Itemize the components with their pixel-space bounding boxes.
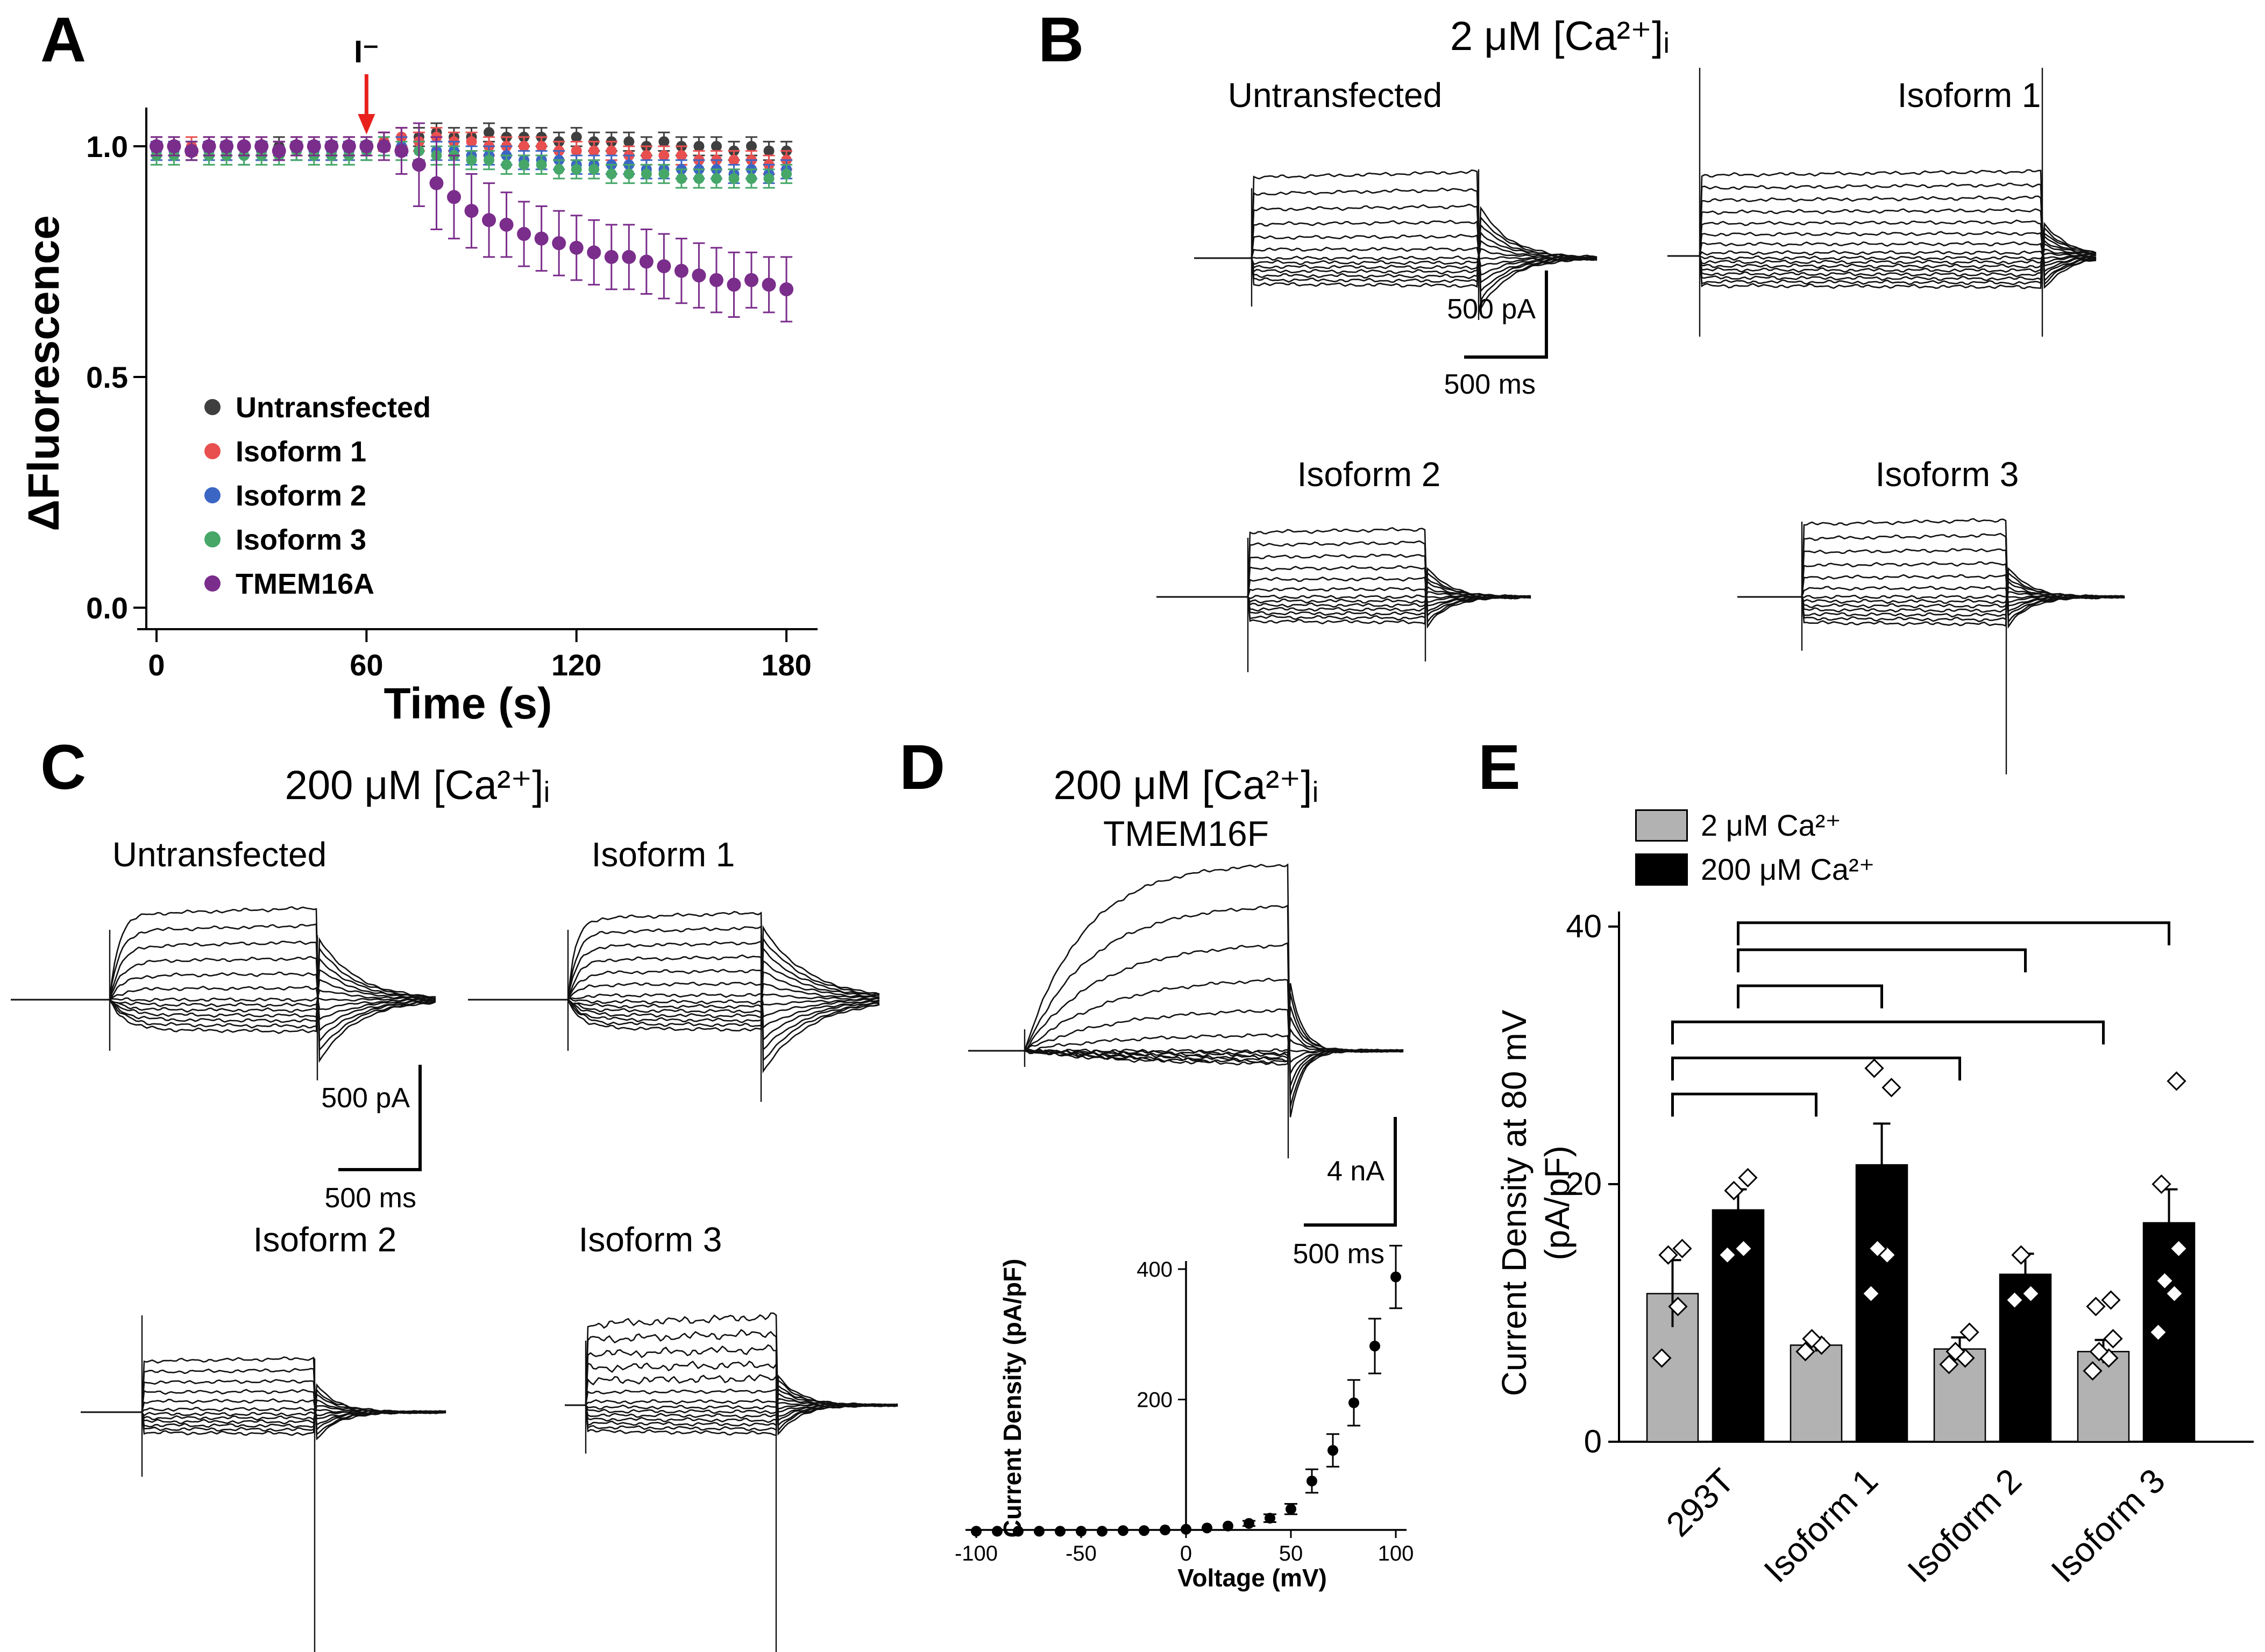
panel-e-y-axis-label-line1: Current Density at 80 mV [1495,1009,1533,1397]
svg-text:60: 60 [350,648,383,682]
svg-text:200: 200 [1137,1388,1173,1412]
panel-b-label: B [1038,4,1084,75]
scalebar-d-current-label: 4 nA [1327,1156,1384,1187]
scalebar-c-current-label: 500 pA [321,1083,410,1114]
panel-d-label: D [899,732,946,803]
svg-text:-50: -50 [1066,1542,1097,1565]
traces-b-untransfected [1194,169,1597,320]
panel-e-label: E [1478,732,1521,803]
svg-text:I⁻: I⁻ [354,34,379,69]
scalebar-b-vertical [1545,270,1548,359]
legend-swatch-200uM [1635,853,1688,886]
scalebar-b-time-label: 500 ms [1444,369,1536,400]
scalebar-c-horizontal [338,1168,422,1171]
trace-label-b-isoform3: Isoform 3 [1875,455,2019,494]
panel-c-label: C [40,732,87,803]
trace-label-b-untransfected: Untransfected [1227,76,1443,115]
iv-plot: -100 -50 0 50 100 200 400 Voltage (mV) Current D… [955,1244,1414,1592]
scalebar-b-current-label: 500 pA [1447,294,1536,325]
svg-text:TMEM16A: TMEM16A [236,568,374,600]
e-legend-row-high-ca: 200 μM Ca²⁺ [1635,852,1875,887]
svg-text:100: 100 [1378,1542,1414,1565]
svg-text:Isoform 3: Isoform 3 [236,524,366,556]
svg-text:Voltage (mV): Voltage (mV) [1177,1564,1327,1592]
traces-b-isoform1 [1667,68,2097,337]
svg-text:293T: 293T [1659,1461,1742,1544]
traces-c-isoform1 [468,910,880,1102]
svg-text:Isoform 3: Isoform 3 [2043,1461,2172,1590]
svg-text:50: 50 [1279,1542,1303,1565]
traces-c-untransfected [11,906,436,1080]
legend-swatch-2uM [1635,809,1688,842]
svg-text:1.0: 1.0 [86,130,128,163]
panel-d-title: 200 μM [Ca²⁺]ᵢ [1053,763,1319,808]
svg-text:20: 20 [1566,1166,1602,1202]
scalebar-d-horizontal [1304,1223,1397,1227]
scalebar-d-vertical [1394,1117,1397,1227]
bar-plot: 0 20 40 293T Isoform 1 Isoform 2 Isoform 3 [1566,908,2254,1590]
svg-text:0.5: 0.5 [86,360,128,394]
panel-a-x-axis-label: Time (s) [384,679,552,728]
trace-label-c-isoform3: Isoform 3 [578,1220,722,1259]
legend-label-200uM: 200 μM Ca²⁺ [1701,852,1875,886]
traces-b-isoform2 [1156,527,1531,672]
scalebar-b-horizontal [1464,355,1548,359]
trace-label-c-isoform2: Isoform 2 [253,1220,397,1259]
svg-text:0: 0 [148,648,165,682]
svg-text:0: 0 [1180,1542,1192,1565]
panel-c-title: 200 μM [Ca²⁺]ᵢ [285,763,550,808]
scalebar-c-time-label: 500 ms [324,1183,416,1214]
svg-text:Untransfected: Untransfected [236,391,431,424]
svg-text:Isoform 2: Isoform 2 [236,480,366,512]
trace-label-b-isoform1: Isoform 1 [1897,76,2041,115]
scalebar-c-vertical [418,1065,422,1171]
svg-text:Isoform 2: Isoform 2 [1900,1461,2029,1590]
e-legend: 2 μM Ca²⁺ 200 μM Ca²⁺ [1635,808,1875,896]
scalebar-d-time-label: 500 ms [1293,1238,1384,1270]
svg-text:0.0: 0.0 [86,591,128,625]
svg-text:400: 400 [1137,1258,1173,1281]
e-legend-row-low-ca: 2 μM Ca²⁺ [1635,808,1875,843]
traces-c-isoform2 [81,1315,446,1652]
traces-b-isoform3 [1737,518,2125,774]
svg-text:120: 120 [551,648,601,682]
traces-d-tmem16f [968,863,1404,1158]
svg-text:Current Density (pA/pF): Current Density (pA/pF) [998,1259,1026,1538]
trace-label-c-isoform1: Isoform 1 [591,835,735,874]
traces-c-isoform3 [565,1312,898,1652]
svg-text:180: 180 [761,648,811,682]
legend-label-2uM: 2 μM Ca²⁺ [1701,808,1841,842]
panel-a-y-axis-label: ΔFluorescence [19,215,68,531]
svg-text:0: 0 [1584,1423,1602,1459]
trace-label-d-tmem16f: TMEM16F [1103,814,1269,853]
trace-label-b-isoform2: Isoform 2 [1297,455,1441,494]
svg-text:40: 40 [1566,908,1602,944]
fluorescence-plot: 0.0 0.5 1.0 0 60 120 180 I⁻ Untransfected Isoform… [86,34,818,682]
trace-label-c-untransfected: Untransfected [112,835,327,874]
panel-b-title: 2 μM [Ca²⁺]ᵢ [1450,13,1670,59]
svg-text:-100: -100 [955,1542,998,1565]
panel-a-label: A [40,4,87,75]
svg-text:Isoform 1: Isoform 1 [236,436,366,468]
svg-text:Isoform 1: Isoform 1 [1756,1461,1885,1590]
